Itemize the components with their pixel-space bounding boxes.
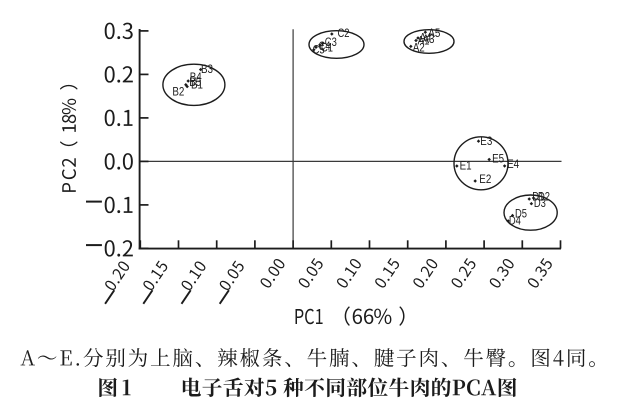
svg-text:E3: E3 [480, 134, 492, 148]
svg-text:C4: C4 [319, 39, 331, 53]
svg-text:D4: D4 [509, 213, 521, 227]
svg-text:E1: E1 [460, 158, 472, 172]
svg-text:E5: E5 [492, 151, 504, 165]
svg-text:C1: C1 [321, 41, 333, 55]
svg-text:B2: B2 [172, 84, 184, 98]
svg-text:B1: B1 [191, 77, 203, 91]
svg-text:A2: A2 [413, 41, 425, 55]
svg-text:D3: D3 [534, 196, 546, 210]
svg-text:C2: C2 [338, 26, 350, 40]
svg-text:B5: B5 [189, 75, 201, 89]
svg-text:A3: A3 [423, 32, 435, 46]
svg-text:B4: B4 [190, 70, 202, 84]
svg-text:A4: A4 [420, 31, 432, 45]
svg-text:D1: D1 [532, 189, 544, 203]
svg-text:E2: E2 [479, 172, 491, 186]
svg-text:D2: D2 [538, 189, 550, 203]
svg-text:C3: C3 [325, 35, 337, 49]
svg-text:A1: A1 [418, 34, 430, 48]
svg-text:C5: C5 [313, 42, 325, 56]
svg-text:D5: D5 [515, 206, 527, 220]
svg-text:A5: A5 [428, 26, 440, 40]
svg-text:B3: B3 [201, 62, 213, 76]
svg-text:E4: E4 [507, 157, 519, 171]
